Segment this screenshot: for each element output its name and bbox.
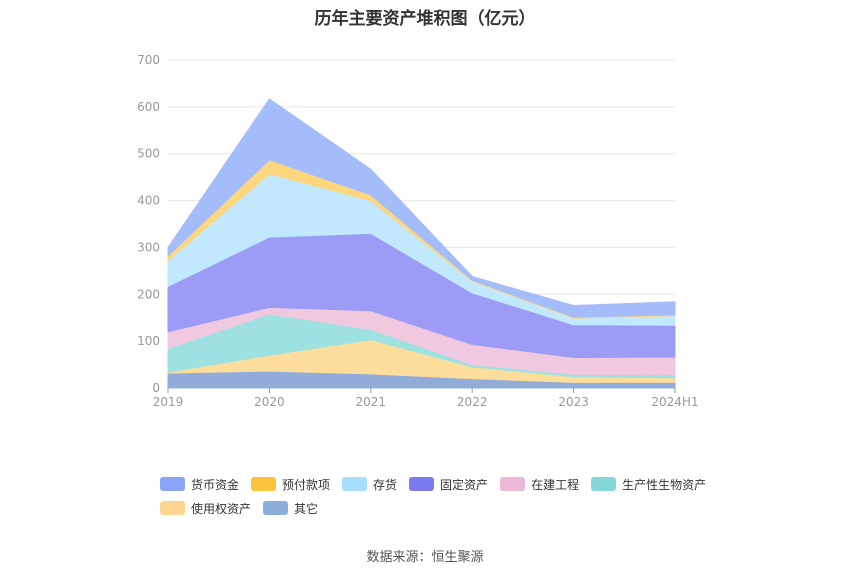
x-tick-label: 2020 (254, 395, 285, 409)
y-tick-label: 500 (137, 147, 160, 161)
y-tick-label: 0 (152, 381, 160, 395)
y-tick-label: 700 (137, 53, 160, 67)
legend-swatch (409, 477, 435, 491)
y-tick-label: 100 (137, 334, 160, 348)
x-tick-label: 2021 (356, 395, 387, 409)
legend-swatch (251, 477, 277, 491)
legend-row: 货币资金 预付款项 存货 固定资产 在建工程 生产性生物资产 (160, 472, 720, 496)
legend-item[interactable]: 生产性生物资产 (591, 476, 706, 493)
legend-swatch (500, 477, 526, 491)
x-tick-label: 2022 (457, 395, 488, 409)
legend-item[interactable]: 存货 (342, 476, 397, 493)
legend: 货币资金 预付款项 存货 固定资产 在建工程 生产性生物资产 使用权资产 其它 (160, 472, 720, 520)
y-tick-label: 200 (137, 287, 160, 301)
legend-swatch (591, 477, 617, 491)
legend-label: 生产性生物资产 (622, 477, 707, 492)
x-tick-label: 2024H1 (651, 395, 698, 409)
legend-swatch (342, 477, 368, 491)
legend-item[interactable]: 固定资产 (409, 476, 488, 493)
legend-item[interactable]: 货币资金 (160, 476, 239, 493)
legend-swatch (160, 501, 185, 515)
legend-swatch (263, 501, 289, 515)
legend-label: 货币资金 (191, 477, 240, 492)
area-series (167, 98, 676, 318)
stacked-area-chart: 0 100 200 300 400 500 600 700 2019 2020 2021 2022 20… (137, 53, 699, 409)
legend-item[interactable]: 使用权资产 (160, 500, 251, 517)
legend-swatch (160, 477, 185, 491)
legend-item[interactable]: 预付款项 (251, 476, 330, 493)
y-tick-label: 300 (137, 240, 160, 254)
chart-title: 历年主要资产堆积图（亿元） (314, 9, 536, 29)
x-tick-label: 2019 (153, 395, 184, 409)
legend-item[interactable]: 在建工程 (500, 476, 579, 493)
y-tick-label: 600 (137, 100, 160, 114)
legend-label: 使用权资产 (191, 501, 252, 516)
legend-label: 固定资产 (440, 477, 489, 492)
legend-row: 使用权资产 其它 (160, 496, 720, 520)
x-tick-label: 2023 (558, 395, 589, 409)
y-tick-label: 400 (137, 194, 160, 208)
legend-label: 其它 (294, 501, 319, 516)
legend-label: 预付款项 (282, 477, 331, 492)
legend-item[interactable]: 其它 (263, 500, 318, 517)
legend-label: 在建工程 (531, 477, 580, 492)
data-source: 数据来源：恒生聚源 (366, 550, 484, 565)
legend-label: 存货 (373, 477, 398, 492)
